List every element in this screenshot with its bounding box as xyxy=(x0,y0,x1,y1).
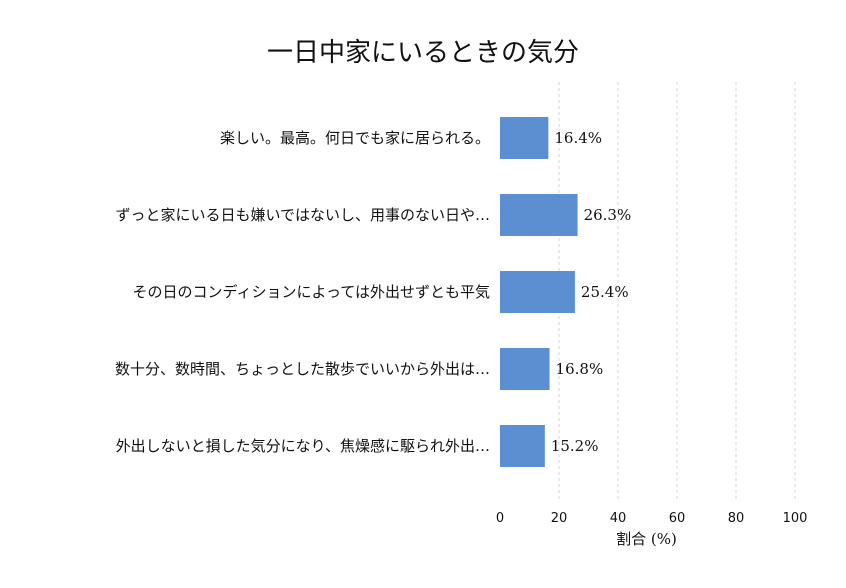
category-label: 楽しい。最高。何日でも家に居られる。 xyxy=(220,129,490,147)
bar xyxy=(500,271,575,313)
category-label: 数十分、数時間、ちょっとした散歩でいいから外出は… xyxy=(115,360,490,378)
x-tick-label: 100 xyxy=(783,511,808,526)
bar xyxy=(500,425,545,467)
category-label: ずっと家にいる日も嫌いではないし、用事のない日や… xyxy=(115,206,490,224)
data-label: 15.2% xyxy=(551,437,599,455)
data-label: 25.4% xyxy=(581,283,629,301)
x-axis-title: 割合 (%) xyxy=(616,530,677,548)
chart-title: 一日中家にいるときの気分 xyxy=(266,38,579,68)
x-tick-label: 60 xyxy=(669,511,686,526)
bar xyxy=(500,194,578,236)
data-label: 26.3% xyxy=(584,206,632,224)
x-tick-label: 80 xyxy=(728,511,745,526)
x-tick-label: 0 xyxy=(496,511,504,526)
data-label: 16.8% xyxy=(556,360,604,378)
data-label: 16.4% xyxy=(554,129,602,147)
category-label: 外出しないと損した気分になり、焦燥感に駆られ外出… xyxy=(116,437,490,455)
bar xyxy=(500,117,549,159)
x-tick-label: 20 xyxy=(551,511,568,526)
bar xyxy=(500,348,550,390)
category-label: その日のコンディションによっては外出せずとも平気 xyxy=(133,283,490,301)
x-tick-label: 40 xyxy=(610,511,627,526)
